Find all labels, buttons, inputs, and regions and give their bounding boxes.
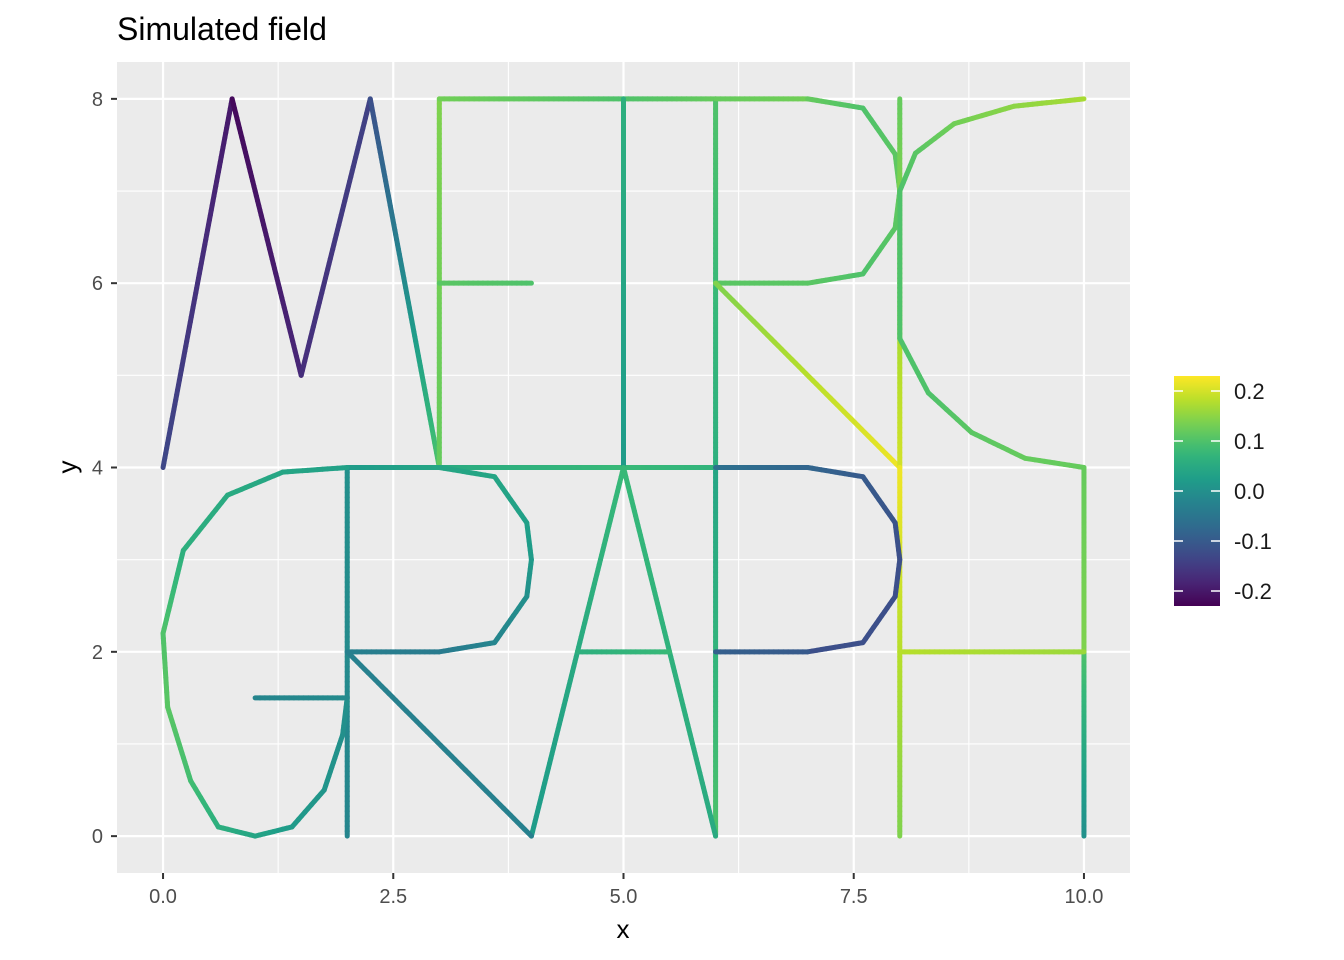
colorbar-label: -0.1 [1234, 529, 1272, 554]
edge-line [436, 465, 534, 655]
y-tick-label: 6 [92, 273, 103, 295]
y-axis: 0 2 4 6 8 [92, 89, 117, 848]
x-tick-label: 2.5 [379, 886, 407, 908]
edge-line [897, 96, 1087, 470]
edge-line [160, 96, 235, 470]
edge-line [344, 649, 534, 839]
edge-line [621, 465, 719, 839]
y-axis-title: y [52, 461, 82, 474]
edge-line [160, 465, 350, 839]
colorbar-label: 0.0 [1234, 479, 1265, 504]
edge-line [367, 96, 442, 470]
colorbar-label: -0.2 [1234, 579, 1272, 604]
x-axis: 0.0 2.5 5.0 7.5 10.0 [149, 873, 1103, 908]
x-tick-label: 10.0 [1064, 886, 1103, 908]
y-tick-label: 4 [92, 458, 103, 480]
data-lines [160, 96, 1087, 839]
x-tick-label: 5.0 [610, 886, 638, 908]
edge-line [713, 280, 903, 470]
color-legend: 0.2 0.1 0.0 -0.1 -0.2 [1174, 376, 1272, 606]
x-tick-label: 7.5 [840, 886, 868, 908]
chart-title: Simulated field [117, 11, 327, 47]
edge-line [528, 465, 626, 839]
edge-segment [525, 830, 534, 839]
colorbar-label: 0.1 [1234, 429, 1265, 454]
y-tick-label: 8 [92, 89, 103, 111]
y-tick-label: 2 [92, 642, 103, 664]
y-tick-label: 0 [92, 826, 103, 848]
edge-line [298, 96, 373, 378]
edge-line [805, 96, 903, 286]
x-axis-title: x [617, 914, 630, 944]
x-tick-label: 0.0 [149, 886, 177, 908]
edge-line [229, 96, 304, 378]
colorbar-label: 0.2 [1234, 379, 1265, 404]
edge-segment [711, 828, 719, 839]
edge-line [805, 465, 903, 655]
